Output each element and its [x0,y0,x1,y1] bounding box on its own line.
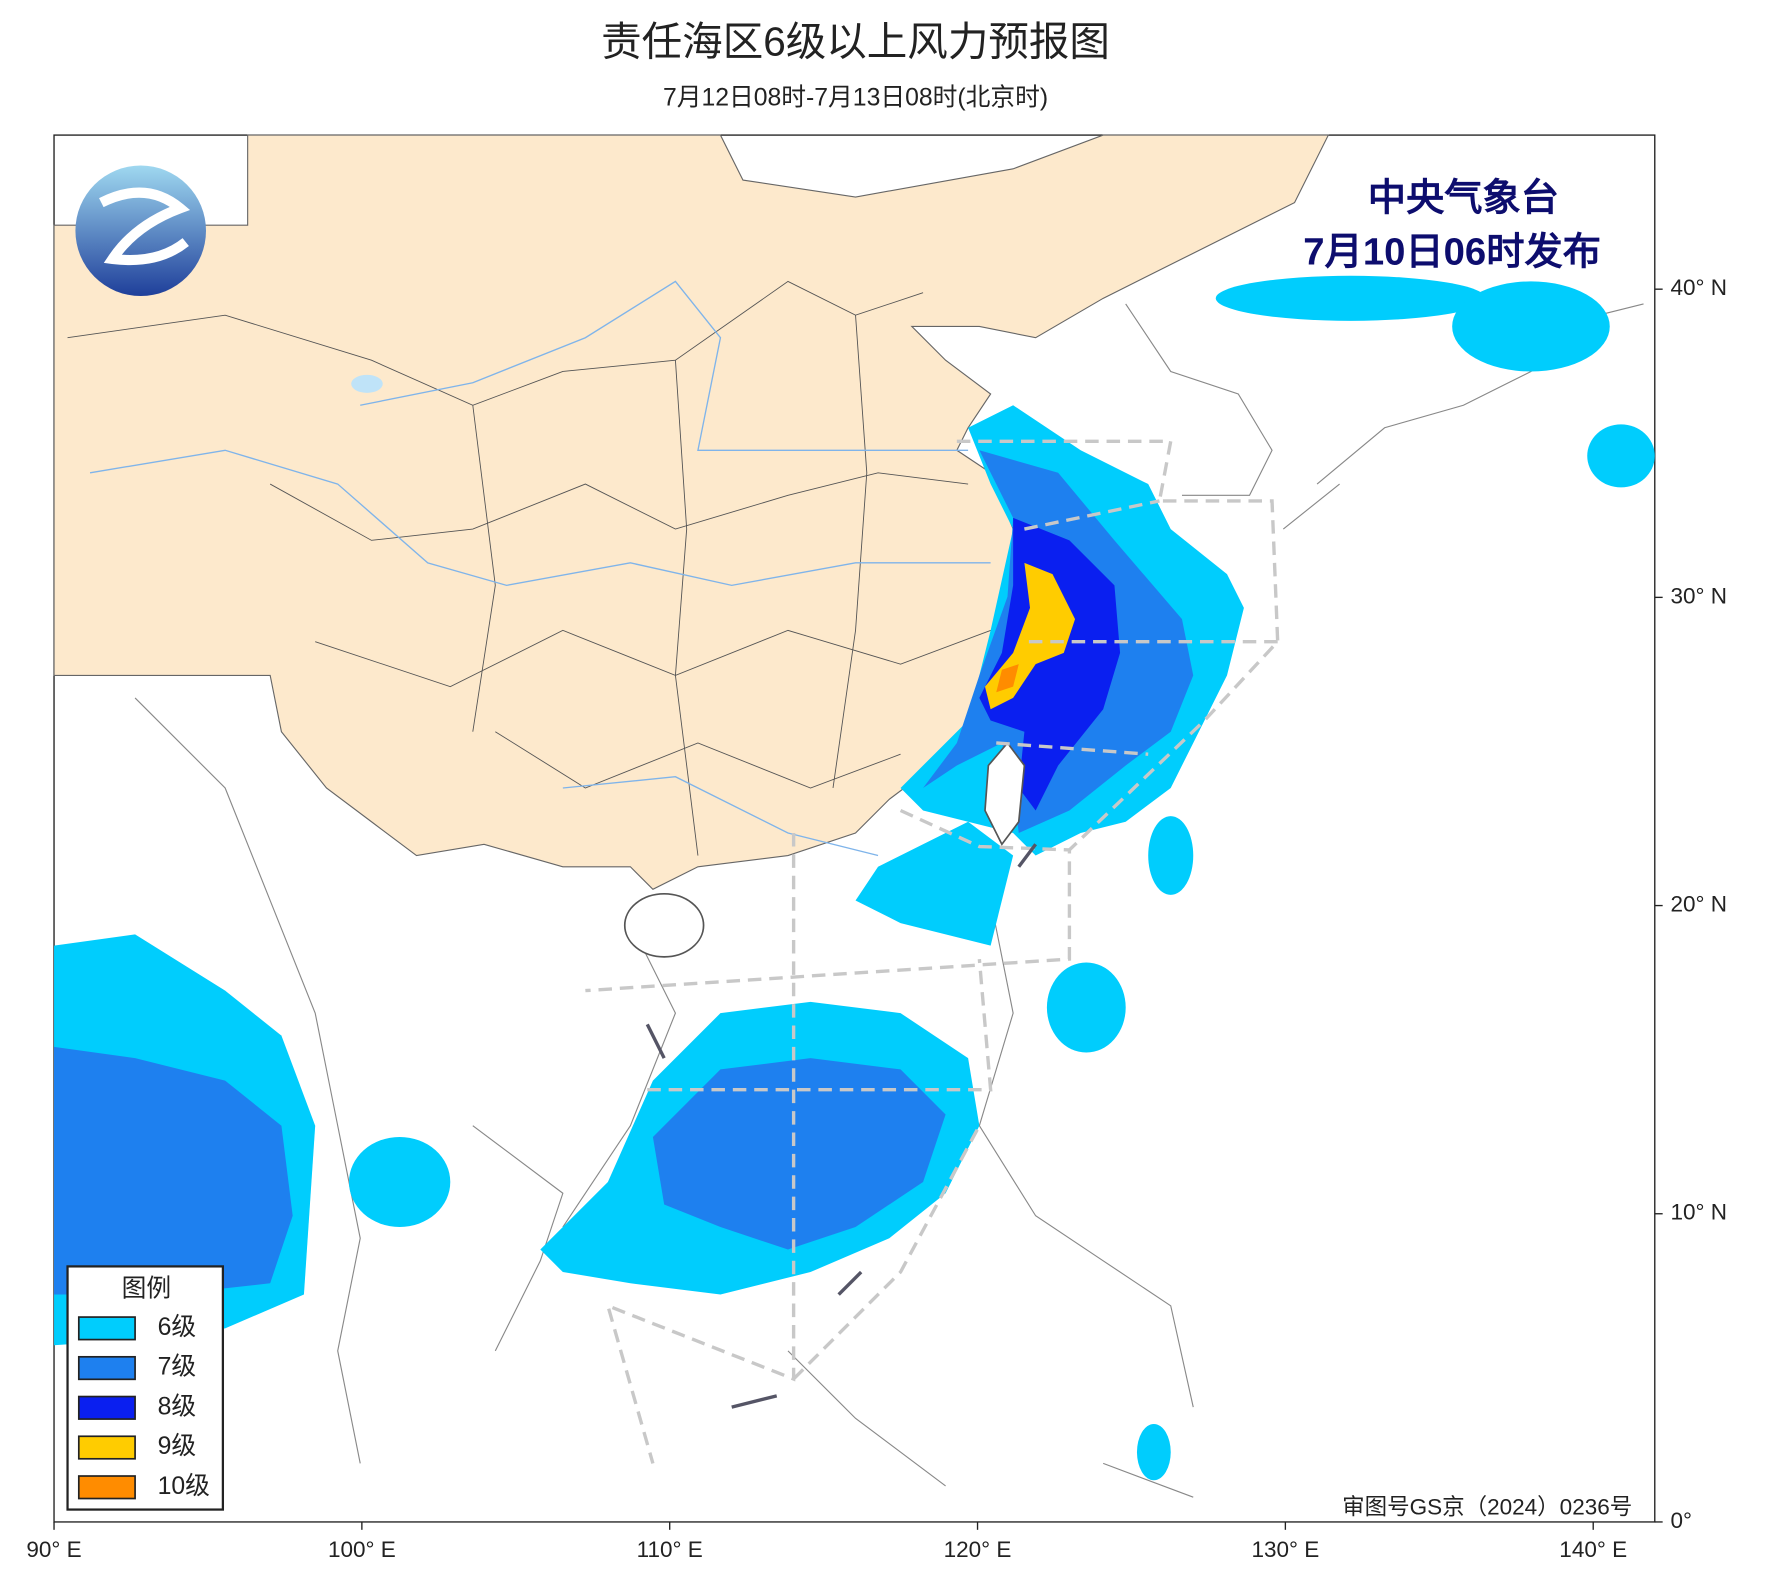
y-tick-label: 40° N [1671,275,1728,300]
map-canvas: 责任海区6级以上风力预报图 7月12日08时-7月13日08时(北京时) 中央 [26,19,1727,1562]
wind-area [979,517,1121,811]
legend-title: 图例 [122,1275,171,1303]
legend-swatch [77,1435,136,1460]
lake [351,374,383,393]
y-tick-label: 20° N [1671,892,1728,917]
neighbor-coastlines [134,303,1644,1498]
rivers [89,280,991,857]
map-area [53,134,1656,1523]
wind-area [996,664,1019,693]
subtitle: 7月12日08时-7月13日08时(北京时) [663,84,1048,112]
legend-label: 8级 [158,1392,197,1420]
issuer-name: 中央气象台 [1368,176,1559,219]
wind-area [1136,1424,1171,1481]
y-tick-label: 10° N [1671,1200,1728,1225]
legend-label: 10级 [158,1472,210,1500]
legend-swatch [77,1355,136,1381]
taiwan [984,741,1026,846]
x-tick-label: 90° E [26,1537,81,1562]
logo [75,165,207,297]
wind-area [1215,275,1486,321]
issuer-date: 7月10日06时发布 [1303,231,1601,274]
province-borders [67,280,991,856]
wind-area [855,821,1014,946]
legend-swatch [77,1316,136,1341]
y-tick-label: 0° [1671,1508,1693,1533]
y-tick-label: 30° N [1671,583,1728,608]
x-tick-label: 130° E [1251,1537,1319,1562]
wind-area [652,1058,946,1250]
x-tick-label: 140° E [1559,1537,1627,1562]
legend-box [66,1265,225,1511]
legend-label: 7级 [158,1353,197,1381]
wind-area [54,1046,293,1295]
approval-number: 审图号GS京（2024）0236号 [1342,1494,1632,1519]
wind-area [1587,424,1655,488]
wind-area [1046,962,1126,1053]
legend-label: 9级 [158,1432,197,1460]
legend-swatch [77,1475,136,1500]
legend-label: 6级 [158,1313,197,1341]
title: 责任海区6级以上风力预报图 [601,19,1110,65]
axes: 90° E 100° E 110° E 120° E 130° E 140° E 0° 10°… [26,275,1727,1562]
wind-area [1148,816,1194,895]
legend-swatch [77,1395,136,1420]
wind-area [348,1136,451,1228]
x-tick-label: 100° E [328,1537,396,1562]
x-tick-label: 110° E [637,1537,703,1562]
legend: 图例 6级 7级 8级 9级 10级 [66,1265,225,1511]
sea-area-boundaries [585,439,1280,1464]
logo-mark [99,187,191,266]
hainan [623,892,705,958]
x-tick-label: 120° E [944,1537,1012,1562]
wind-area [1452,281,1610,372]
island-chains [645,843,1037,1409]
